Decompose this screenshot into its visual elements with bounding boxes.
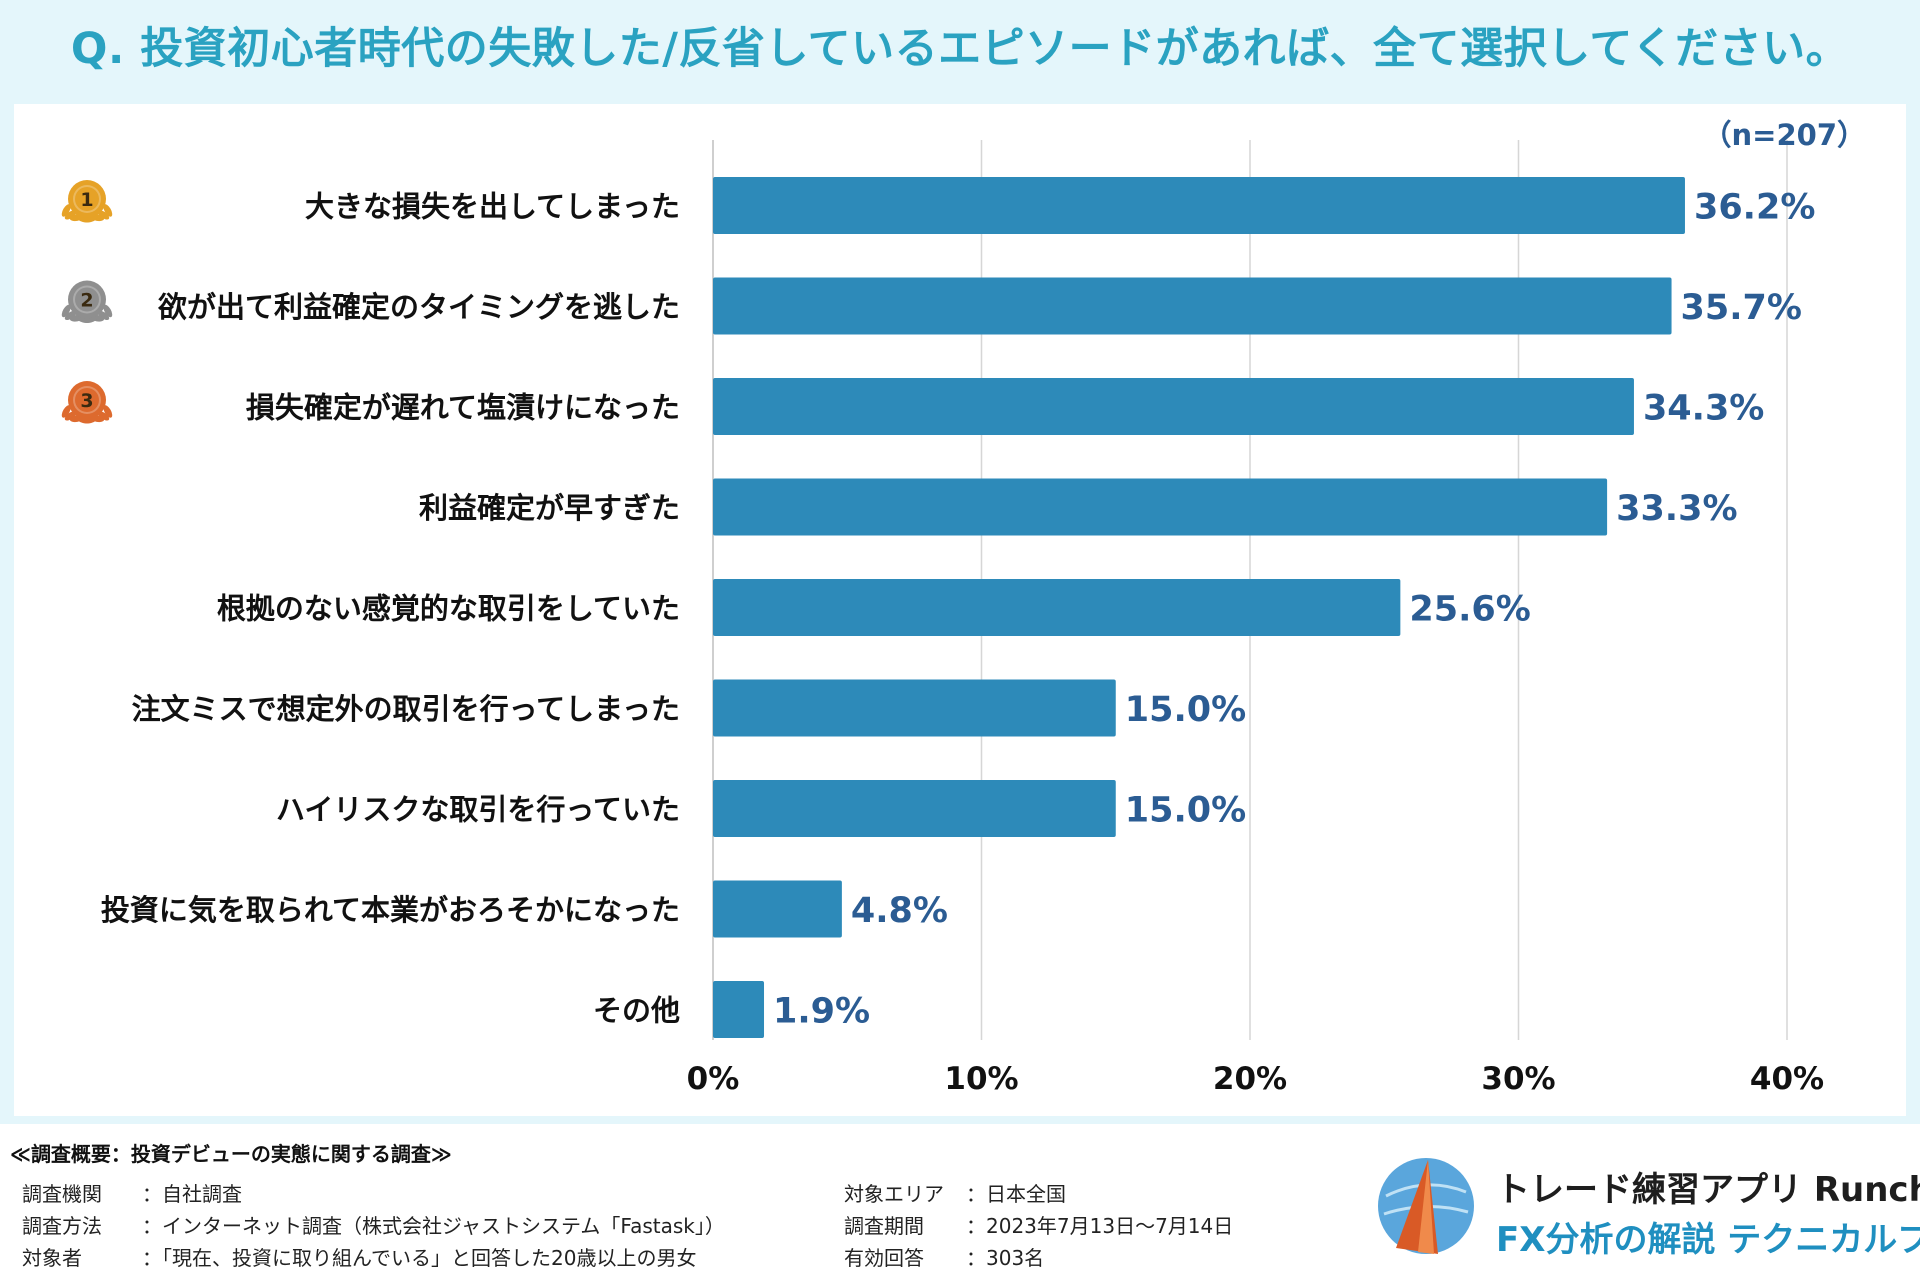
bar: [713, 880, 842, 938]
x-tick-label: 0%: [687, 1061, 740, 1097]
value-label: 33.3%: [1616, 489, 1737, 529]
value-label: 4.8%: [851, 891, 948, 931]
page-title: Q. 投資初心者時代の失敗した/反省しているエピソードがあれば、全て選択してくだ…: [70, 24, 1850, 74]
x-tick-label: 30%: [1481, 1061, 1555, 1097]
medal-rank-number: 3: [80, 390, 93, 412]
footer: ≪調査概要：投資デビューの実態に関する調査≫ 調査機関 ：自社調査 調査方法 ：…: [0, 1124, 1920, 1280]
bar: [713, 277, 1672, 335]
survey-value: ：「現在、投資に取り組んでいる」と回答した20歳以上の男女: [142, 1246, 697, 1270]
category-label: 大きな損失を出してしまった: [305, 190, 680, 224]
category-label: 投資に気を取られて本業がおろそかになった: [101, 893, 680, 927]
chart-panel: 大きな損失を出してしまった欲が出て利益確定のタイミングを逃した損失確定が遅れて塩…: [0, 104, 1920, 1124]
value-label: 15.0%: [1125, 791, 1246, 831]
medal-rank-number: 2: [80, 290, 93, 312]
x-axis-ticks: 0% 10% 20% 30% 40%: [687, 1061, 1824, 1097]
survey-value: ：インターネット調査（株式会社ジャストシステム「Fastask」）: [142, 1214, 725, 1238]
survey-label: 調査機関: [22, 1182, 102, 1206]
sample-size-note: （n=207）: [1703, 118, 1866, 152]
bars: [713, 177, 1685, 1038]
value-labels: 36.2% 35.7% 34.3% 33.3% 25.6% 15.0% 15.0% 4.8% 1…: [773, 188, 1815, 1032]
survey-value: ：日本全国: [966, 1182, 1066, 1206]
value-label: 1.9%: [773, 992, 870, 1032]
survey-value: ：2023年7月13日～7月14日: [966, 1214, 1234, 1238]
bar: [713, 478, 1608, 536]
category-label: 根拠のない感覚的な取引をしていた: [217, 592, 680, 626]
bar: [713, 177, 1685, 234]
category-label: 利益確定が早すぎた: [419, 491, 680, 525]
survey-value: ：303名: [966, 1246, 1045, 1270]
category-label: 損失確定が遅れて塩漬けになった: [246, 391, 680, 425]
category-label: 注文ミスで想定外の取引を行ってしまった: [132, 692, 680, 726]
survey-label: 対象エリア: [844, 1182, 944, 1206]
survey-value: ：自社調査: [142, 1182, 242, 1206]
brand-subtitle: FX分析の解説 テクニカルブック: [1496, 1220, 1920, 1260]
bar: [713, 679, 1116, 737]
survey-heading: ≪調査概要：投資デビューの実態に関する調査≫: [10, 1142, 452, 1166]
x-tick-label: 20%: [1213, 1061, 1287, 1097]
category-label: ハイリスクな取引を行っていた: [276, 793, 680, 827]
x-tick-label: 10%: [944, 1061, 1018, 1097]
survey-label: 調査方法: [22, 1214, 102, 1238]
category-label: その他: [593, 994, 680, 1028]
bar: [713, 780, 1116, 837]
bar: [713, 981, 765, 1038]
bronze-medal-icon: 3: [61, 381, 113, 424]
chart-card: 大きな損失を出してしまった欲が出て利益確定のタイミングを逃した損失確定が遅れて塩…: [14, 104, 1906, 1116]
x-tick-label: 40%: [1750, 1061, 1824, 1097]
value-label: 25.6%: [1409, 590, 1530, 630]
bar-chart: 大きな損失を出してしまった欲が出て利益確定のタイミングを逃した損失確定が遅れて塩…: [61, 118, 1866, 1097]
category-label: 欲が出て利益確定のタイミングを逃した: [157, 290, 680, 324]
rank-medals: 1 2 3: [61, 180, 113, 424]
survey-label: 対象者: [22, 1246, 82, 1270]
value-label: 34.3%: [1643, 389, 1764, 429]
bar: [713, 378, 1634, 435]
runcha-logo-icon: [1378, 1158, 1474, 1254]
brand-name: トレード練習アプリ Runcha: [1496, 1170, 1920, 1210]
silver-medal-icon: 2: [61, 280, 113, 324]
value-label: 15.0%: [1125, 690, 1246, 730]
category-labels: 大きな損失を出してしまった欲が出て利益確定のタイミングを逃した損失確定が遅れて塩…: [101, 190, 680, 1028]
medal-rank-number: 1: [80, 189, 93, 211]
value-label: 36.2%: [1694, 188, 1815, 228]
bar: [713, 579, 1401, 636]
survey-label: 調査期間: [844, 1214, 924, 1238]
gold-medal-icon: 1: [61, 180, 113, 223]
survey-label: 有効回答: [844, 1246, 924, 1270]
header-band: Q. 投資初心者時代の失敗した/反省しているエピソードがあれば、全て選択してくだ…: [0, 0, 1920, 104]
value-label: 35.7%: [1681, 288, 1802, 328]
